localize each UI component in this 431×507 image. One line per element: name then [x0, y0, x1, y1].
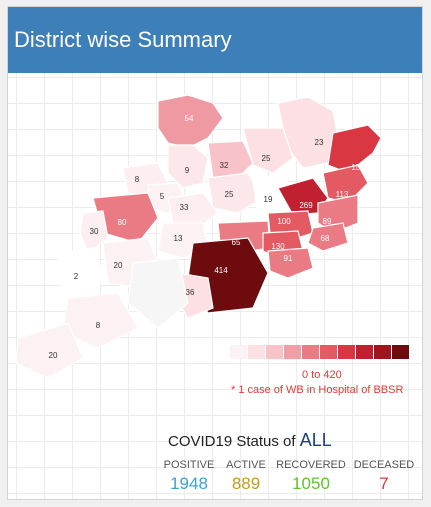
- stat-value: 889: [231, 474, 261, 493]
- district-count: 89: [323, 217, 332, 226]
- legend-swatch: [284, 345, 301, 359]
- district-count: 269: [299, 201, 313, 210]
- district-region[interactable]: [267, 247, 314, 279]
- district-count: 130: [271, 242, 285, 251]
- stat-label: POSITIVE: [163, 459, 215, 471]
- legend-swatch: [230, 345, 247, 359]
- page-title: District wise Summary: [8, 7, 422, 73]
- legend-range: 0 to 420: [302, 369, 342, 381]
- stat-recovered: RECOVERED 1050: [275, 459, 347, 494]
- district-count: 23: [315, 138, 324, 147]
- legend-color-scale: [230, 345, 410, 359]
- district-region[interactable]: [167, 144, 209, 189]
- district-count: 2: [74, 272, 79, 281]
- legend-swatch: [356, 345, 373, 359]
- stat-value: 1948: [170, 474, 208, 493]
- district-region[interactable]: [322, 164, 369, 204]
- district-count: 8: [96, 321, 101, 330]
- district-summary-card: District wise Summary: [7, 6, 423, 500]
- district-count: 20: [114, 261, 123, 270]
- legend-swatch: [392, 345, 409, 359]
- legend-swatch: [302, 345, 319, 359]
- district-region[interactable]: [167, 192, 219, 229]
- district-region[interactable]: [79, 210, 109, 254]
- district-count: 25: [262, 154, 271, 163]
- district-region[interactable]: [15, 322, 84, 379]
- legend-swatch: [266, 345, 283, 359]
- district-count: 30: [90, 227, 99, 236]
- district-region[interactable]: [207, 172, 264, 214]
- district-map: 54 23 152 9 32 25 8 113 5 25 19 269 33 1…: [15, 94, 382, 379]
- district-count: 414: [214, 266, 228, 275]
- stat-label: DECEASED: [353, 459, 415, 471]
- district-count: 152: [351, 163, 365, 172]
- legend-swatch: [374, 345, 391, 359]
- district-region[interactable]: [207, 140, 254, 179]
- district-count: 25: [225, 190, 234, 199]
- stat-deceased: DECEASED 7: [352, 459, 416, 494]
- legend-swatch: [320, 345, 337, 359]
- legend-note: * 1 case of WB in Hospital of BBSR: [231, 384, 404, 396]
- district-count: 8: [135, 175, 140, 184]
- district-region[interactable]: [57, 247, 104, 309]
- district-count: 32: [220, 161, 229, 170]
- stat-label: RECOVERED: [276, 459, 346, 471]
- stat-value: 7: [379, 474, 389, 493]
- district-count: 113: [336, 190, 349, 199]
- district-count: 54: [185, 114, 194, 123]
- district-region[interactable]: [317, 194, 359, 234]
- district-count: 80: [118, 218, 127, 227]
- district-count: 91: [284, 254, 293, 263]
- district-region[interactable]: [157, 94, 224, 149]
- status-title-prefix: COVID19 Status of: [168, 433, 296, 450]
- district-count: 36: [186, 288, 195, 297]
- district-count: 9: [185, 166, 190, 175]
- status-scope[interactable]: ALL: [299, 430, 332, 450]
- stat-positive: POSITIVE 1948: [160, 459, 218, 494]
- stat-label: ACTIVE: [226, 459, 266, 471]
- district-count: 65: [232, 238, 241, 247]
- district-count: 13: [174, 234, 183, 243]
- district-count: 5: [160, 192, 165, 201]
- district-count: 68: [321, 234, 330, 243]
- status-title: COVID19 Status of ALL: [168, 430, 332, 451]
- district-region[interactable]: [127, 257, 189, 329]
- stat-active: ACTIVE 889: [220, 459, 272, 494]
- legend-swatch: [248, 345, 265, 359]
- district-region[interactable]: [327, 124, 382, 174]
- stat-value: 1050: [292, 474, 330, 493]
- district-count: 19: [264, 195, 273, 204]
- legend-swatch: [338, 345, 355, 359]
- district-count: 100: [277, 217, 291, 226]
- district-region[interactable]: [242, 127, 294, 174]
- district-count: 20: [49, 351, 58, 360]
- district-region[interactable]: [307, 222, 349, 252]
- district-count: 33: [180, 203, 189, 212]
